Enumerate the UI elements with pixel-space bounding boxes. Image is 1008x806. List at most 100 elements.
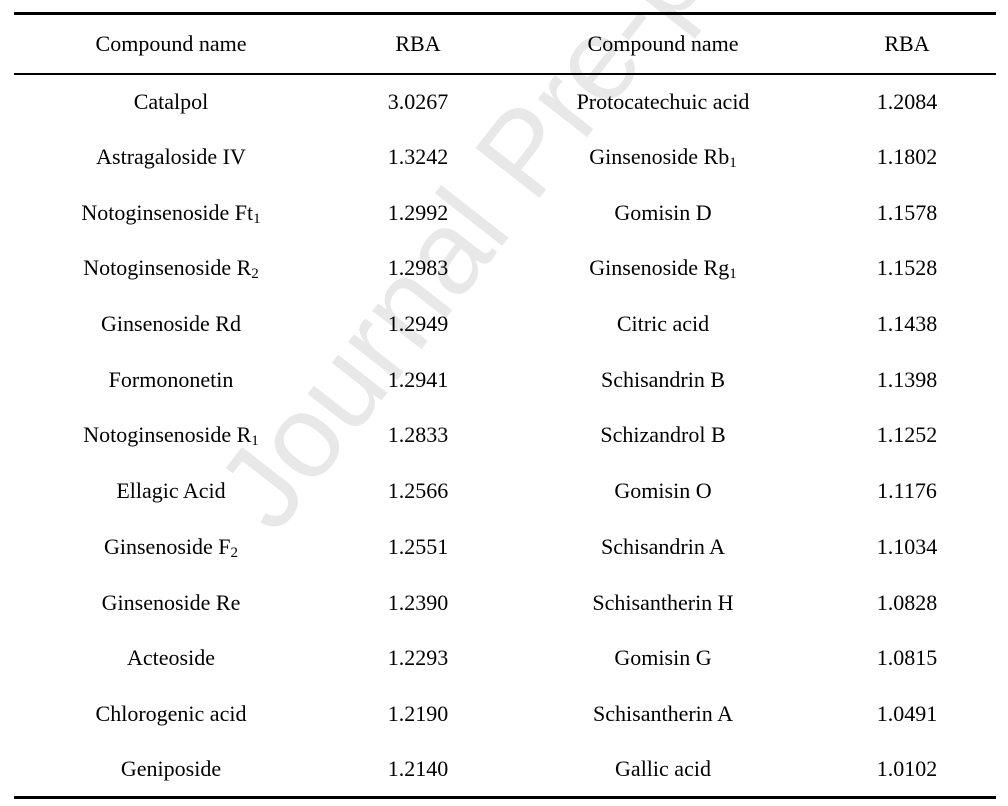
- left-rba-text: 3.0267: [387, 88, 449, 114]
- table-row: Ginsenoside F2 1.2551 Schisandrin A 1.1034: [14, 519, 996, 575]
- right-compound-name-cell: Schisantherin A: [508, 686, 818, 742]
- left-compound-name-text: Geniposide: [120, 755, 222, 781]
- left-rba-text: 1.2949: [387, 311, 449, 337]
- right-compound-name-cell: Gomisin O: [508, 463, 818, 519]
- left-compound-name-cell: Ellagic Acid: [14, 463, 328, 519]
- right-compound-name-cell: Schizandrol B: [508, 408, 818, 464]
- left-rba-cell: 1.2941: [328, 352, 508, 408]
- right-rba-text: 1.1578: [876, 199, 938, 225]
- left-compound-name-cell: Ginsenoside Re: [14, 575, 328, 631]
- left-compound-name-cell: Catalpol: [14, 74, 328, 130]
- right-rba-text: 1.1802: [876, 144, 938, 170]
- subscript: 2: [230, 544, 239, 561]
- right-compound-name-text: Gomisin D: [614, 199, 712, 225]
- left-rba-cell: 1.2190: [328, 686, 508, 742]
- right-rba-cell: 1.1398: [818, 352, 996, 408]
- table-row: Chlorogenic acid 1.2190 Schisantherin A 1.0…: [14, 686, 996, 742]
- table-row: Geniposide 1.2140 Gallic acid 1.0102: [14, 741, 996, 799]
- right-rba-cell: 1.1438: [818, 296, 996, 352]
- right-rba-text: 1.0102: [876, 755, 938, 781]
- left-compound-name-text: Formononetin: [108, 366, 234, 392]
- header-compound-name-right: Compound name: [508, 12, 818, 75]
- right-compound-name-cell: Ginsenoside Rb1: [508, 129, 818, 185]
- left-compound-name-cell: Notoginsenoside R2: [14, 241, 328, 297]
- right-compound-name-cell: Schisandrin B: [508, 352, 818, 408]
- left-rba-text: 1.2566: [387, 478, 449, 504]
- left-rba-cell: 1.2390: [328, 575, 508, 631]
- left-rba-text: 1.2941: [387, 366, 449, 392]
- left-compound-name-cell: Chlorogenic acid: [14, 686, 328, 742]
- right-compound-name-cell: Protocatechuic acid: [508, 74, 818, 130]
- table-row: Ginsenoside Re 1.2390 Schisantherin H 1.082…: [14, 575, 996, 631]
- left-compound-name-cell: Ginsenoside Rd: [14, 296, 328, 352]
- left-rba-cell: 1.2983: [328, 241, 508, 297]
- right-compound-name-text: Ginsenoside Rg: [589, 255, 730, 281]
- left-compound-name-text: Catalpol: [133, 88, 209, 114]
- right-rba-cell: 1.1176: [818, 463, 996, 519]
- left-rba-text: 1.2140: [387, 755, 449, 781]
- subscript: 1: [729, 266, 737, 283]
- header-rba-left: RBA: [328, 12, 508, 75]
- right-compound-name-text: Gomisin O: [614, 478, 712, 504]
- right-rba-cell: 1.0828: [818, 575, 996, 631]
- table-row: Acteoside 1.2293 Gomisin G 1.0815: [14, 630, 996, 686]
- right-rba-cell: 1.0102: [818, 741, 996, 799]
- right-rba-text: 1.2084: [876, 88, 938, 114]
- table-row: Ginsenoside Rd 1.2949 Citric acid 1.1438: [14, 296, 996, 352]
- left-compound-name-text: Acteoside: [127, 645, 215, 671]
- right-compound-name-cell: Ginsenoside Rg1: [508, 241, 818, 297]
- left-rba-cell: 1.2551: [328, 519, 508, 575]
- left-compound-name-cell: Geniposide: [14, 741, 328, 799]
- table-header-row: Compound name RBA Compound name RBA: [14, 12, 996, 75]
- right-compound-name-text: Citric acid: [616, 311, 710, 337]
- right-rba-text: 1.1176: [877, 478, 937, 504]
- right-rba-cell: 1.0491: [818, 686, 996, 742]
- subscript: 1: [253, 210, 261, 227]
- left-compound-name-text: Ellagic Acid: [116, 478, 226, 504]
- right-compound-name-text: Schisantherin A: [593, 700, 733, 726]
- left-compound-name-cell: Ginsenoside F2: [14, 519, 328, 575]
- table-row: Astragaloside IV 1.3242 Ginsenoside Rb1 1.1…: [14, 129, 996, 185]
- right-compound-name-text: Gomisin G: [614, 645, 712, 671]
- right-rba-text: 1.0815: [876, 645, 938, 671]
- right-rba-text: 1.1438: [876, 311, 938, 337]
- right-rba-cell: 1.2084: [818, 74, 996, 130]
- table-body: Catalpol 3.0267 Protocatechuic acid 1.2084 A…: [14, 74, 996, 799]
- table-row: Ellagic Acid 1.2566 Gomisin O 1.1176: [14, 463, 996, 519]
- left-rba-text: 1.2293: [387, 645, 449, 671]
- left-compound-name-text: Ginsenoside Re: [101, 589, 241, 615]
- table-row: Notoginsenoside R2 1.2983 Ginsenoside Rg1 1…: [14, 241, 996, 297]
- left-rba-text: 1.3242: [387, 144, 449, 170]
- left-compound-name-text: Ginsenoside F: [104, 533, 231, 559]
- right-rba-text: 1.1252: [876, 422, 938, 448]
- subscript: 1: [251, 433, 259, 450]
- right-rba-text: 1.0491: [876, 700, 938, 726]
- left-compound-name-cell: Notoginsenoside Ft1: [14, 185, 328, 241]
- left-rba-text: 1.2983: [387, 255, 449, 281]
- left-compound-name-text: Chlorogenic acid: [95, 700, 247, 726]
- right-compound-name-text: Schisandrin A: [600, 533, 726, 559]
- right-rba-text: 1.1034: [876, 533, 938, 559]
- right-compound-name-text: Gallic acid: [615, 755, 711, 781]
- rba-table: Compound name RBA Compound name RBA Cata…: [14, 12, 996, 799]
- right-compound-name-text: Schizandrol B: [600, 422, 726, 448]
- left-rba-cell: 1.2949: [328, 296, 508, 352]
- left-rba-cell: 1.3242: [328, 129, 508, 185]
- left-compound-name-cell: Astragaloside IV: [14, 129, 328, 185]
- table-row: Formononetin 1.2941 Schisandrin B 1.1398: [14, 352, 996, 408]
- left-compound-name-text: Notoginsenoside R: [83, 422, 252, 448]
- table-row: Catalpol 3.0267 Protocatechuic acid 1.2084: [14, 74, 996, 130]
- header-rba-right: RBA: [818, 12, 996, 75]
- right-compound-name-cell: Gomisin D: [508, 185, 818, 241]
- right-rba-cell: 1.1802: [818, 129, 996, 185]
- left-rba-text: 1.2992: [387, 199, 449, 225]
- right-rba-cell: 1.1252: [818, 408, 996, 464]
- right-rba-text: 1.0828: [876, 589, 938, 615]
- left-rba-text: 1.2390: [387, 589, 449, 615]
- right-rba-cell: 1.1578: [818, 185, 996, 241]
- right-compound-name-cell: Schisantherin H: [508, 575, 818, 631]
- left-rba-cell: 1.2833: [328, 408, 508, 464]
- left-rba-text: 1.2190: [387, 700, 449, 726]
- table-row: Notoginsenoside Ft1 1.2992 Gomisin D 1.1578: [14, 185, 996, 241]
- right-compound-name-cell: Gallic acid: [508, 741, 818, 799]
